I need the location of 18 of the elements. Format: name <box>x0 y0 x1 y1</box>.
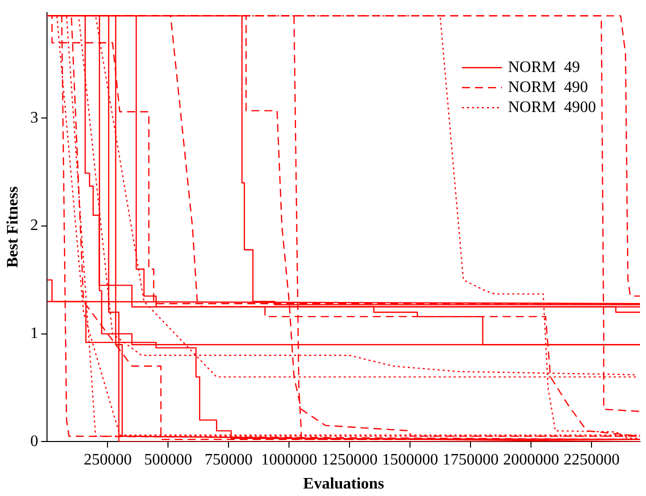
y-tick-label: 2 <box>30 217 38 234</box>
x-tick-label: 1250000 <box>322 451 378 468</box>
legend-label: NORM 490 <box>508 78 588 96</box>
x-tick-label: 500000 <box>144 451 192 468</box>
y-tick-label: 1 <box>30 325 38 342</box>
x-axis-title: Evaluations <box>303 476 384 493</box>
y-tick-label: 3 <box>30 109 38 126</box>
x-tick-label: 750000 <box>204 451 253 468</box>
y-tick-label: 0 <box>30 432 38 450</box>
x-tick-label: 1000000 <box>261 451 318 468</box>
y-axis-title: Best Fitness <box>4 186 22 268</box>
x-tick-label: 1500000 <box>382 451 438 468</box>
x-tick-label: 2250000 <box>564 451 620 468</box>
x-tick-label: 1750000 <box>442 451 499 468</box>
x-tick-label: 250000 <box>84 451 132 468</box>
legend-label: NORM 49 <box>508 58 580 76</box>
x-tick-label: 2000000 <box>503 451 560 468</box>
legend-label: NORM 4900 <box>508 98 596 116</box>
